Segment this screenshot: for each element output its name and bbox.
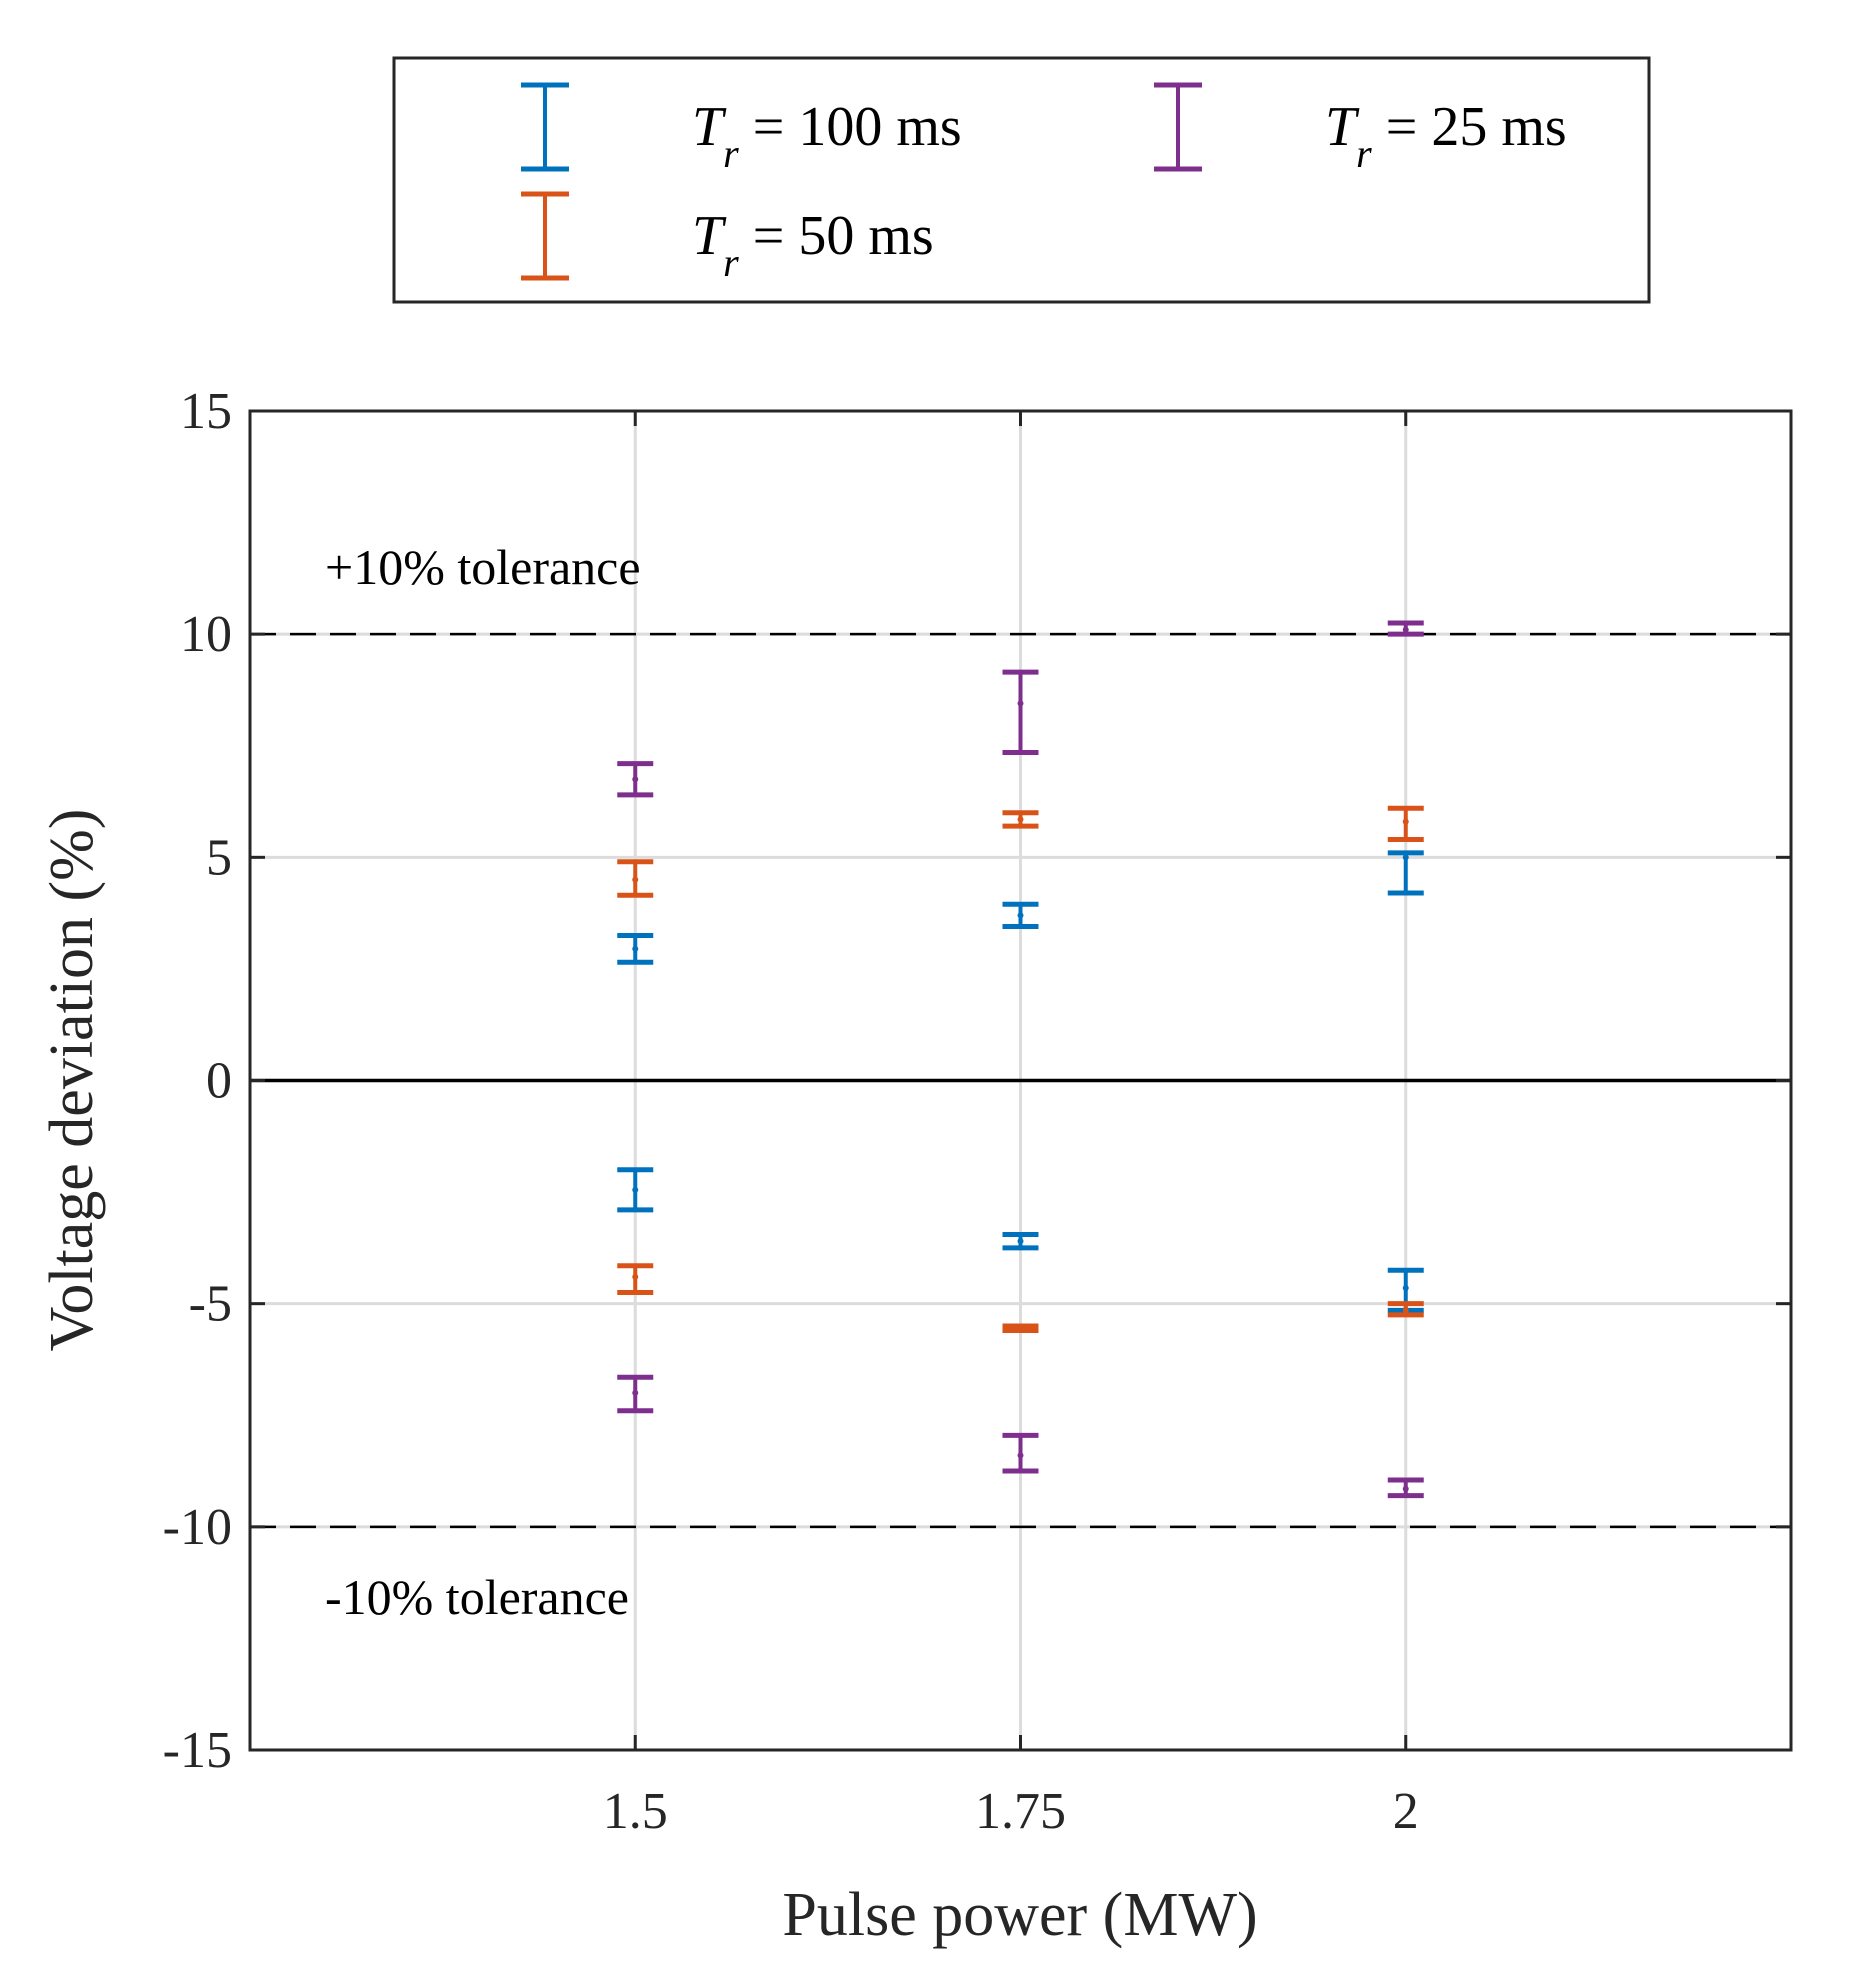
error-bar-center-point: [632, 776, 639, 783]
error-bar-center-point: [1017, 912, 1024, 919]
tolerance-label: -10% tolerance: [325, 1569, 629, 1625]
error-bar-center-point: [632, 1186, 639, 1193]
legend-item: Tr = 100 ms: [521, 82, 962, 176]
error-bar-center-point: [632, 945, 639, 952]
legend-box: [392, 56, 1651, 304]
error-bar: [617, 761, 654, 798]
y-tick-labels: 15 10 5 0 -5 -10 -15: [163, 383, 232, 1779]
error-bar-center-point: [1017, 1325, 1024, 1332]
error-bar-center-point: [632, 1273, 639, 1280]
error-bars: [617, 620, 1424, 1499]
error-bar: [1387, 850, 1424, 896]
x-tick-label: 1.75: [975, 1783, 1066, 1840]
error-bar-center-point: [1402, 1307, 1409, 1314]
tolerance-label: +10% tolerance: [325, 539, 641, 595]
error-bar: [617, 932, 654, 965]
error-bar: [617, 859, 654, 898]
legend-label: Tr = 50 ms: [692, 205, 934, 285]
error-bar: [617, 1263, 654, 1296]
error-bar-center-point: [1402, 854, 1409, 861]
error-bar: [1387, 1301, 1424, 1318]
y-tick-label: 5: [206, 829, 232, 886]
error-bar-center-point: [1402, 626, 1409, 633]
legend-label: Tr = 100 ms: [692, 96, 962, 176]
axis-ticks: [250, 409, 1791, 1752]
legend-item: Tr = 25 ms: [1154, 82, 1567, 176]
plot-area: +10% tolerance -10% tolerance: [248, 409, 1793, 1752]
y-tick-label: -10: [163, 1499, 232, 1556]
error-bar-center-point: [1017, 1452, 1024, 1459]
reference-lines: [250, 632, 1791, 1529]
error-bar: [1002, 1231, 1039, 1251]
error-bar-center-point: [1402, 818, 1409, 825]
error-bar: [1002, 1432, 1039, 1474]
y-axis-title: Voltage deviation (%): [38, 809, 106, 1352]
error-bar-center-point: [632, 876, 639, 883]
error-bar-center-point: [1017, 1238, 1024, 1245]
error-bar-center-point: [1017, 816, 1024, 823]
legend-label: Tr = 25 ms: [1325, 96, 1567, 176]
error-bar: [1387, 1477, 1424, 1499]
legend-items: Tr = 100 ms Tr = 50 ms Tr = 25 ms: [521, 82, 1567, 285]
legend-item: Tr = 50 ms: [521, 191, 934, 285]
legend: Tr = 100 ms Tr = 50 ms Tr = 25 ms: [392, 56, 1651, 304]
error-bar: [1387, 805, 1424, 842]
y-tick-label: 10: [180, 606, 232, 663]
y-tick-label: -5: [189, 1276, 232, 1333]
error-bar: [617, 1374, 654, 1414]
error-bar: [1002, 901, 1039, 930]
error-bar-center-point: [1402, 1285, 1409, 1292]
error-bar-center-point: [1017, 700, 1024, 707]
error-bar: [1002, 669, 1039, 755]
error-bar-center-point: [1402, 1485, 1409, 1492]
x-tick-label: 1.5: [603, 1783, 668, 1840]
y-tick-label: 15: [180, 383, 232, 440]
error-bar: [617, 1167, 654, 1213]
x-axis-title: Pulse power (MW): [782, 1881, 1257, 1949]
error-bar-center-point: [632, 1389, 639, 1396]
x-tick-label: 2: [1393, 1783, 1419, 1840]
y-tick-label: -15: [163, 1722, 232, 1779]
tolerance-annotations: +10% tolerance -10% tolerance: [325, 539, 641, 1625]
x-tick-labels: 1.5 1.75 2: [603, 1783, 1419, 1840]
error-bar: [1002, 1323, 1039, 1333]
error-bar: [1387, 620, 1424, 637]
y-tick-label: 0: [206, 1053, 232, 1110]
error-bar: [1002, 810, 1039, 829]
